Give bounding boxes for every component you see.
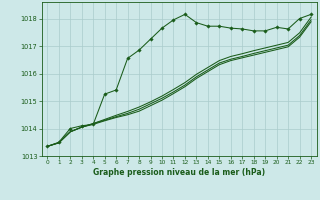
X-axis label: Graphe pression niveau de la mer (hPa): Graphe pression niveau de la mer (hPa) [93,168,265,177]
